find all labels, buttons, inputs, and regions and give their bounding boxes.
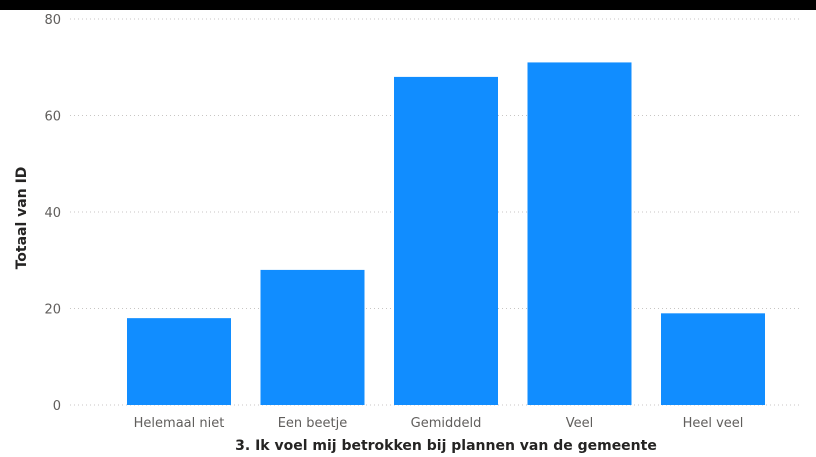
bars xyxy=(127,62,765,406)
bar[interactable] xyxy=(260,269,365,405)
x-tick-label: Helemaal niet xyxy=(134,416,225,431)
bar[interactable] xyxy=(394,76,498,406)
y-tick-label: 40 xyxy=(44,206,61,221)
x-tick-label: Gemiddeld xyxy=(411,416,482,431)
y-axis-title: Totaal van ID xyxy=(14,167,30,270)
bar[interactable] xyxy=(127,318,231,405)
y-tick-label: 80 xyxy=(44,13,61,28)
y-tick-label: 60 xyxy=(44,110,61,125)
bar[interactable] xyxy=(661,313,765,405)
y-axis-ticks: 0 20 40 60 80 xyxy=(44,13,61,414)
x-tick-label: Een beetje xyxy=(278,416,348,431)
title-band xyxy=(0,0,816,10)
x-axis-title: 3. Ik voel mij betrokken bij plannen van… xyxy=(235,438,657,454)
x-tick-label: Heel veel xyxy=(683,416,744,431)
y-tick-label: 0 xyxy=(53,399,61,414)
x-axis-ticks: Helemaal niet Een beetje Gemiddeld Veel Heel… xyxy=(134,416,744,431)
bar[interactable] xyxy=(527,62,632,406)
y-tick-label: 20 xyxy=(44,303,61,318)
x-tick-label: Veel xyxy=(566,416,594,431)
